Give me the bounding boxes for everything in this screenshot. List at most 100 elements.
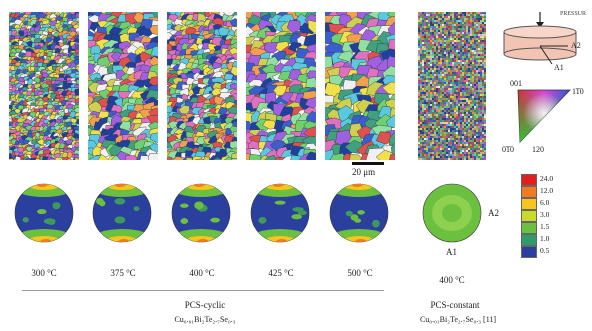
grain <box>264 154 278 160</box>
fine-grain <box>474 148 476 150</box>
fine-grain <box>436 90 438 92</box>
fine-grain <box>436 60 438 62</box>
fine-grain <box>422 138 424 140</box>
fine-grain <box>480 138 482 140</box>
fine-grain <box>462 52 464 54</box>
fine-grain <box>450 76 452 78</box>
fine-grain <box>434 40 436 42</box>
fine-grain <box>476 58 478 60</box>
fine-grain <box>452 132 454 134</box>
fine-grain <box>484 38 486 40</box>
legend-value: 12.0 <box>540 186 554 195</box>
pole-intensity-region <box>193 184 205 187</box>
fine-grain <box>474 78 476 80</box>
fine-grain <box>452 60 454 62</box>
fine-grain <box>432 132 434 134</box>
fine-grain <box>428 82 430 84</box>
fine-grain <box>482 128 484 130</box>
fine-grain <box>440 130 442 132</box>
fine-grain <box>474 76 476 78</box>
fine-grain <box>434 146 436 148</box>
grain <box>66 151 73 159</box>
fine-grain <box>466 152 468 154</box>
fine-grain <box>428 60 430 62</box>
fine-grain <box>434 86 436 88</box>
fine-grain <box>444 138 446 140</box>
fine-grain <box>428 136 430 138</box>
legend-swatch <box>521 246 537 258</box>
fine-grain <box>434 98 436 100</box>
fine-grain <box>472 128 474 130</box>
fine-grain <box>452 76 454 78</box>
fine-grain <box>448 74 450 76</box>
fine-grain <box>476 146 478 148</box>
fine-grain <box>478 112 480 114</box>
fine-grain <box>470 14 472 16</box>
fine-grain <box>448 98 450 100</box>
fine-grain <box>464 12 466 14</box>
fine-grain <box>424 102 426 104</box>
fine-grain <box>478 68 480 70</box>
fine-grain <box>470 94 472 96</box>
fine-grain <box>454 84 456 86</box>
fine-grain <box>484 124 486 126</box>
fine-grain <box>452 32 454 34</box>
fine-grain <box>420 114 422 116</box>
fine-grain <box>426 14 428 16</box>
fine-grain <box>440 158 442 160</box>
fine-grain <box>448 94 450 96</box>
fine-grain <box>418 38 420 40</box>
fine-grain <box>476 48 478 50</box>
fine-grain <box>480 88 482 90</box>
fine-grain <box>456 78 458 80</box>
fine-grain <box>422 140 424 142</box>
fine-grain <box>460 88 462 90</box>
fine-grain <box>482 66 484 68</box>
fine-grain <box>466 134 468 136</box>
fine-grain <box>430 132 432 134</box>
fine-grain <box>456 90 458 92</box>
fine-grain <box>426 38 428 40</box>
fine-grain <box>460 70 462 72</box>
fine-grain <box>468 102 470 104</box>
fine-grain <box>428 20 430 22</box>
fine-grain <box>432 142 434 144</box>
fine-grain <box>480 30 482 32</box>
fine-grain <box>466 108 468 110</box>
fine-grain <box>428 36 430 38</box>
fine-grain <box>446 140 448 142</box>
fine-grain <box>456 148 458 150</box>
fine-grain <box>482 158 484 160</box>
fine-grain <box>426 46 428 48</box>
fine-grain <box>466 22 468 24</box>
fine-grain <box>472 102 474 104</box>
fine-grain <box>422 48 424 50</box>
fine-grain <box>466 56 468 58</box>
fine-grain <box>460 38 462 40</box>
fine-grain <box>452 84 454 86</box>
fine-grain <box>444 78 446 80</box>
fine-grain <box>470 50 472 52</box>
fine-grain <box>470 66 472 68</box>
fine-grain <box>482 30 484 32</box>
fine-grain <box>436 36 438 38</box>
fine-grain <box>438 124 440 126</box>
fine-grain <box>424 52 426 54</box>
fine-grain <box>462 50 464 52</box>
fine-grain <box>424 76 426 78</box>
fine-grain <box>422 106 424 108</box>
fine-grain <box>456 76 458 78</box>
fine-grain <box>462 14 464 16</box>
fine-grain <box>422 92 424 94</box>
fine-grain <box>474 92 476 94</box>
fine-grain <box>448 104 450 106</box>
fine-grain <box>452 144 454 146</box>
fine-grain <box>448 88 450 90</box>
fine-grain <box>470 16 472 18</box>
fine-grain <box>456 70 458 72</box>
fine-grain <box>472 138 474 140</box>
fine-grain <box>434 112 436 114</box>
fine-grain <box>454 108 456 110</box>
fine-grain <box>438 150 440 152</box>
fine-grain <box>440 28 442 30</box>
